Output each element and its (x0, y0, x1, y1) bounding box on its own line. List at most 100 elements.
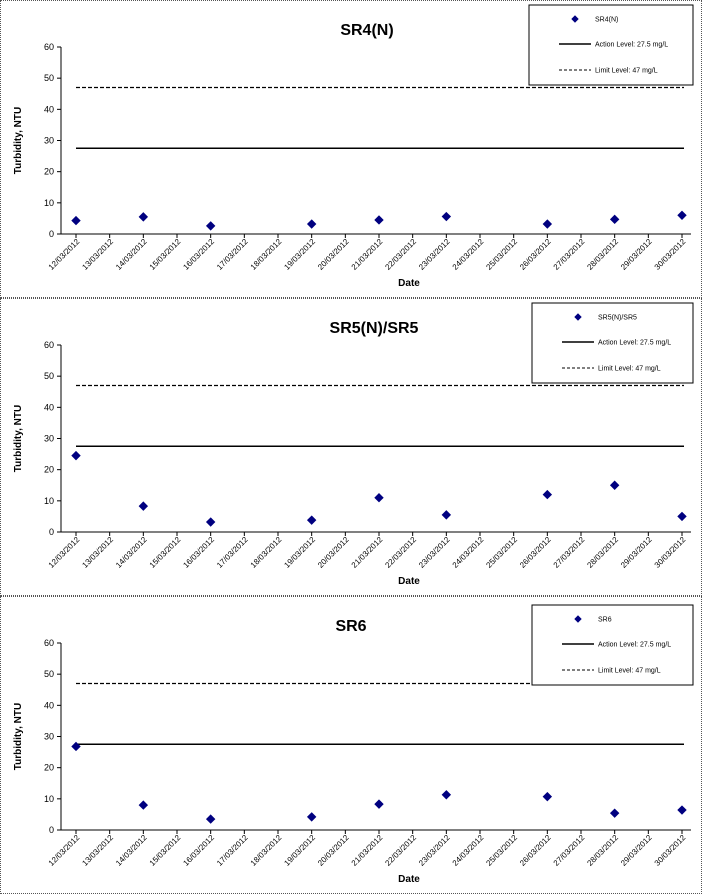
y-tick-label: 10 (44, 794, 54, 804)
chart-title: SR4(N) (340, 22, 393, 39)
x-tick-label: 30/03/2012 (653, 237, 688, 272)
y-tick-label: 60 (44, 42, 54, 52)
x-tick-label: 14/03/2012 (114, 535, 149, 570)
x-tick-label: 19/03/2012 (282, 237, 317, 272)
x-axis-label: Date (398, 278, 420, 289)
x-tick-label: 26/03/2012 (518, 535, 553, 570)
x-axis-label: Date (398, 874, 420, 885)
y-tick-label: 20 (44, 465, 54, 475)
y-tick-label: 50 (44, 73, 54, 83)
y-tick-label: 0 (49, 825, 54, 835)
x-tick-label: 18/03/2012 (249, 535, 284, 570)
x-tick-label: 25/03/2012 (484, 833, 519, 868)
data-point (542, 489, 553, 500)
chart-title: SR6 (335, 618, 366, 635)
y-axis-label: Turbidity, NTU (13, 107, 24, 174)
x-tick-label: 19/03/2012 (282, 833, 317, 868)
chart-svg: SR5(N)/SR5 0 10 20 30 40 50 60 12/03/201213/03/2… (13, 302, 694, 587)
x-tick-label: 16/03/2012 (181, 833, 216, 868)
data-point (306, 515, 317, 525)
x-tick-label: 23/03/2012 (417, 833, 452, 868)
legend-diamond-marker (574, 313, 582, 321)
x-tick-label: 17/03/2012 (215, 535, 250, 570)
x-tick-label: 13/03/2012 (80, 237, 115, 272)
data-point (205, 517, 216, 527)
data-point (677, 511, 687, 522)
x-tick-label: 17/03/2012 (215, 833, 250, 868)
x-tick-label: 22/03/2012 (383, 535, 418, 570)
x-tick-label: 12/03/2012 (47, 833, 82, 868)
y-tick-label: 60 (44, 638, 54, 648)
data-point (609, 808, 620, 818)
x-tick-label: 15/03/2012 (148, 237, 183, 272)
data-point (542, 219, 553, 229)
y-tick-label: 20 (44, 763, 54, 773)
x-tick-label: 28/03/2012 (585, 535, 620, 570)
x-tick-label: 14/03/2012 (114, 833, 149, 868)
data-point (374, 215, 384, 225)
data-point (205, 814, 216, 824)
x-tick-label: 12/03/2012 (47, 237, 82, 272)
x-tick-label: 18/03/2012 (249, 237, 284, 272)
data-point (542, 791, 553, 802)
legend-diamond-marker (571, 15, 579, 23)
chart-panel-sr6: SR6 0 10 20 30 40 50 60 12/03/2012 13/03/2012 14/0… (0, 596, 702, 894)
x-tick-label: 28/03/2012 (585, 237, 620, 272)
y-tick-label: 50 (44, 669, 54, 679)
data-point (609, 480, 620, 490)
legend-label-limit-level: Limit Level: 47 mg/L (598, 668, 661, 675)
legend-diamond-marker (574, 615, 582, 623)
data-point (71, 215, 81, 226)
x-tick-label: 27/03/2012 (552, 833, 587, 868)
x-axis-label: Date (398, 576, 420, 587)
data-point (374, 493, 384, 503)
x-tick-label: 15/03/2012 (148, 535, 183, 570)
x-tick-label: 26/03/2012 (518, 833, 553, 868)
x-tick-label: 27/03/2012 (552, 535, 587, 570)
x-tick-label: 20/03/2012 (316, 833, 351, 868)
x-tick-label: 23/03/2012 (417, 237, 452, 272)
x-tick-label: 15/03/2012 (148, 833, 183, 868)
x-tick-label: 26/03/2012 (518, 237, 553, 272)
legend-label-limit-level: Limit Level: 47 mg/L (598, 366, 661, 373)
x-tick-label: 17/03/2012 (215, 237, 250, 272)
x-tick-label: 25/03/2012 (484, 535, 519, 570)
y-tick-label: 40 (44, 700, 54, 710)
x-tick-label: 16/03/2012 (181, 237, 216, 272)
data-point (441, 790, 452, 800)
x-tick-label: 21/03/2012 (350, 833, 385, 868)
legend-label-series: SR5(N)/SR5 (598, 315, 637, 322)
data-point (71, 450, 81, 461)
x-tick-label: 12/03/2012 (47, 535, 82, 570)
data-point (138, 501, 149, 511)
y-tick-label: 40 (44, 104, 54, 114)
x-tick-label: 29/03/2012 (619, 833, 654, 868)
y-tick-label: 40 (44, 402, 54, 412)
x-tick-label: 23/03/2012 (417, 535, 452, 570)
chart-panel-sr5: SR5(N)/SR5 0 10 20 30 40 50 60 12/03/2012 13/03/2… (0, 298, 702, 596)
x-tick-label: 19/03/2012 (282, 535, 317, 570)
data-point (138, 800, 149, 810)
data-point (441, 211, 452, 222)
y-axis-label: Turbidity, NTU (13, 405, 24, 472)
y-tick-label: 0 (49, 229, 54, 239)
x-tick-label: 14/03/2012 (114, 237, 149, 272)
x-tick-label: 20/03/2012 (316, 237, 351, 272)
x-tick-label: 20/03/2012 (316, 535, 351, 570)
legend-box (531, 302, 694, 384)
y-tick-label: 0 (49, 527, 54, 537)
x-tick-label: 30/03/2012 (653, 535, 688, 570)
x-tick-label: 24/03/2012 (451, 237, 486, 272)
data-point (677, 210, 687, 221)
chart-svg: SR4(N)010203040506012/03/201213/03/20121… (13, 4, 694, 289)
data-point (306, 812, 317, 822)
x-tick-label: 16/03/2012 (181, 535, 216, 570)
x-tick-label: 22/03/2012 (383, 833, 418, 868)
x-tick-label: 18/03/2012 (249, 833, 284, 868)
data-point (205, 221, 216, 231)
x-tick-label: 21/03/2012 (350, 237, 385, 272)
legend-label-action-level: Action Level: 27.5 mg/L (598, 642, 671, 649)
x-tick-label: 29/03/2012 (619, 237, 654, 272)
y-tick-label: 10 (44, 198, 54, 208)
legend-label-action-level: Action Level: 27.5 mg/L (598, 340, 671, 347)
